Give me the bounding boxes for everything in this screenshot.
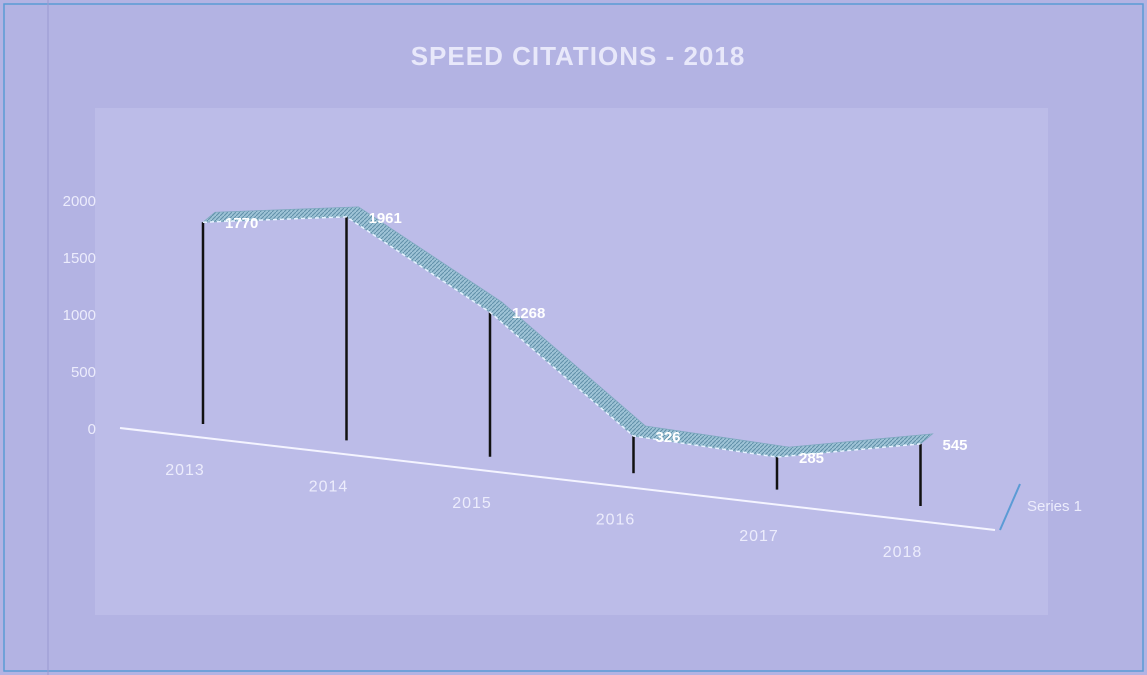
legend-swatch <box>999 483 1021 531</box>
data-label: 545 <box>943 437 968 454</box>
x-tick-label: 2014 <box>309 479 349 496</box>
x-tick-label: 2018 <box>883 544 923 561</box>
data-label: 285 <box>799 450 824 467</box>
y-tick-label: 1000 <box>63 307 96 324</box>
chart-title: SPEED CITATIONS - 2018 <box>411 41 746 71</box>
data-label: 1268 <box>512 305 545 322</box>
y-tick-label: 1500 <box>63 250 96 267</box>
x-tick-label: 2017 <box>739 528 779 545</box>
x-tick-label: 2016 <box>596 511 636 528</box>
chart-border <box>3 3 1144 672</box>
data-label: 1961 <box>369 210 402 227</box>
legend-label: Series 1 <box>1027 498 1082 515</box>
y-tick-label: 500 <box>71 364 96 381</box>
plot-area <box>95 108 1048 615</box>
x-tick-label: 2015 <box>452 495 492 512</box>
data-label: 326 <box>656 429 681 446</box>
series-line <box>202 216 921 458</box>
data-label: 1770 <box>225 215 258 232</box>
y-tick-label: 2000 <box>63 193 96 210</box>
x-axis-line <box>119 427 996 531</box>
y-tick-label: 0 <box>88 421 96 438</box>
x-tick-label: 2013 <box>165 462 205 479</box>
